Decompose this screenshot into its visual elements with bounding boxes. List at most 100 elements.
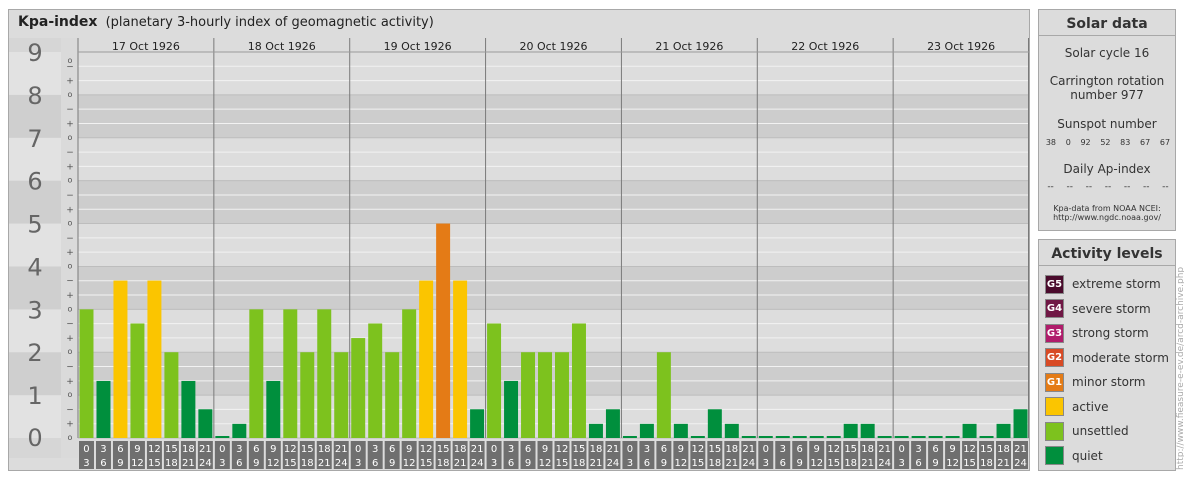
x-tick-end: 15 <box>556 458 569 469</box>
legend-item: G2 moderate storm <box>1045 348 1169 368</box>
x-tick-start: 0 <box>491 444 497 455</box>
x-tick-cell <box>418 441 434 469</box>
ap-value: -- <box>1085 182 1093 192</box>
x-tick-cell <box>282 441 298 469</box>
legend-swatch: G1 <box>1045 372 1064 392</box>
x-tick-start: 21 <box>471 444 484 455</box>
data-source-link[interactable]: http://www.ngdc.noaa.gov/ <box>1053 213 1161 222</box>
y-tick-label: 7 <box>27 125 42 153</box>
x-tick-start: 0 <box>219 444 225 455</box>
x-tick-end: 15 <box>148 458 161 469</box>
x-tick-cell <box>979 441 995 469</box>
y-minor-label: + <box>66 334 74 344</box>
x-tick-start: 6 <box>661 444 667 455</box>
sunspot-value: 67 <box>1159 138 1171 147</box>
y-band <box>78 52 1029 95</box>
x-tick-cell <box>605 441 621 469</box>
kp-bar <box>809 436 824 438</box>
kp-bar <box>741 436 756 438</box>
x-tick-end: 12 <box>946 458 959 469</box>
x-tick-end: 9 <box>932 458 938 469</box>
x-tick-end: 6 <box>372 458 378 469</box>
day-label: 21 Oct 1926 <box>655 40 723 53</box>
x-tick-end: 9 <box>525 458 531 469</box>
y-minor-label: o <box>68 90 73 99</box>
y-band <box>78 309 1029 353</box>
x-tick-end: 18 <box>437 458 450 469</box>
kp-bar <box>775 436 790 438</box>
y-minor-label: − <box>66 405 74 415</box>
day-label: 19 Oct 1926 <box>384 40 452 53</box>
x-tick-start: 15 <box>437 444 450 455</box>
kp-bar <box>555 352 569 438</box>
y-tick-label: 2 <box>27 339 42 367</box>
kp-bar <box>877 436 892 438</box>
x-tick-end: 15 <box>963 458 976 469</box>
x-tick-start: 15 <box>980 444 993 455</box>
y-axis-band <box>9 137 61 181</box>
kp-bar <box>673 423 688 438</box>
x-tick-end: 21 <box>725 458 738 469</box>
y-minor-label: o <box>68 133 73 142</box>
legend-label: active <box>1072 399 1109 414</box>
x-tick-end: 18 <box>708 458 721 469</box>
x-tick-end: 24 <box>1014 458 1027 469</box>
x-tick-cell <box>197 441 213 469</box>
x-tick-start: 21 <box>607 444 620 455</box>
x-tick-end: 12 <box>674 458 687 469</box>
x-tick-start: 12 <box>420 444 433 455</box>
x-tick-start: 12 <box>148 444 161 455</box>
x-tick-start: 6 <box>117 444 123 455</box>
ap-value: -- <box>1104 182 1112 192</box>
x-tick-start: 12 <box>691 444 704 455</box>
x-tick-end: 15 <box>827 458 840 469</box>
sunspot-value: 38 <box>1045 138 1057 147</box>
y-minor-label: + <box>66 119 74 129</box>
y-minor-label: − <box>66 363 74 373</box>
kp-bar <box>351 338 366 438</box>
x-tick-start: 15 <box>573 444 586 455</box>
x-tick-end: 9 <box>389 458 395 469</box>
kpa-bar-chart: 0123456789o+−o+−o+−o+−o+−o+−o+−o+−o+−o17… <box>9 38 1029 469</box>
x-tick-start: 0 <box>627 444 633 455</box>
x-tick-end: 3 <box>491 458 497 469</box>
x-tick-start: 6 <box>389 444 395 455</box>
x-tick-cell <box>843 441 859 469</box>
x-tick-cell <box>758 441 774 469</box>
x-tick-cell <box>588 441 604 469</box>
x-tick-cell <box>384 441 400 469</box>
legend-label: unsettled <box>1072 424 1129 438</box>
y-minor-label: o <box>68 433 73 442</box>
x-tick-start: 6 <box>932 444 938 455</box>
legend-item: G3 strong storm <box>1045 323 1149 343</box>
x-tick-cell <box>537 441 553 469</box>
x-tick-cell <box>928 441 944 469</box>
x-tick-cell <box>860 441 876 469</box>
x-tick-start: 21 <box>335 444 348 455</box>
kp-bar <box>707 409 722 438</box>
ap-value: -- <box>1066 182 1073 192</box>
x-tick-end: 21 <box>454 458 467 469</box>
y-minor-label: − <box>66 191 74 201</box>
kp-bar <box>334 352 349 438</box>
day-label: 23 Oct 1926 <box>927 40 995 53</box>
legend-swatch <box>1045 397 1064 416</box>
legend-item: quiet <box>1045 446 1103 466</box>
x-tick-start: 15 <box>708 444 721 455</box>
kp-bar <box>826 436 841 438</box>
x-tick-end: 6 <box>780 458 786 469</box>
kp-bar <box>470 409 485 438</box>
kp-bar <box>266 380 281 438</box>
x-tick-end: 24 <box>335 458 348 469</box>
legend-item: G1 minor storm <box>1045 372 1145 392</box>
x-tick-cell <box>316 441 332 469</box>
solar-data-panel: Solar data Solar cycle 16 Carrington rot… <box>1038 9 1176 231</box>
kp-bar <box>894 436 909 438</box>
x-tick-cell <box>1013 441 1028 469</box>
x-tick-start: 0 <box>898 444 904 455</box>
legend-swatch <box>1045 421 1064 441</box>
x-tick-start: 9 <box>270 444 276 455</box>
x-tick-cell <box>367 441 383 469</box>
x-tick-cell <box>503 441 519 469</box>
x-tick-end: 6 <box>508 458 514 469</box>
